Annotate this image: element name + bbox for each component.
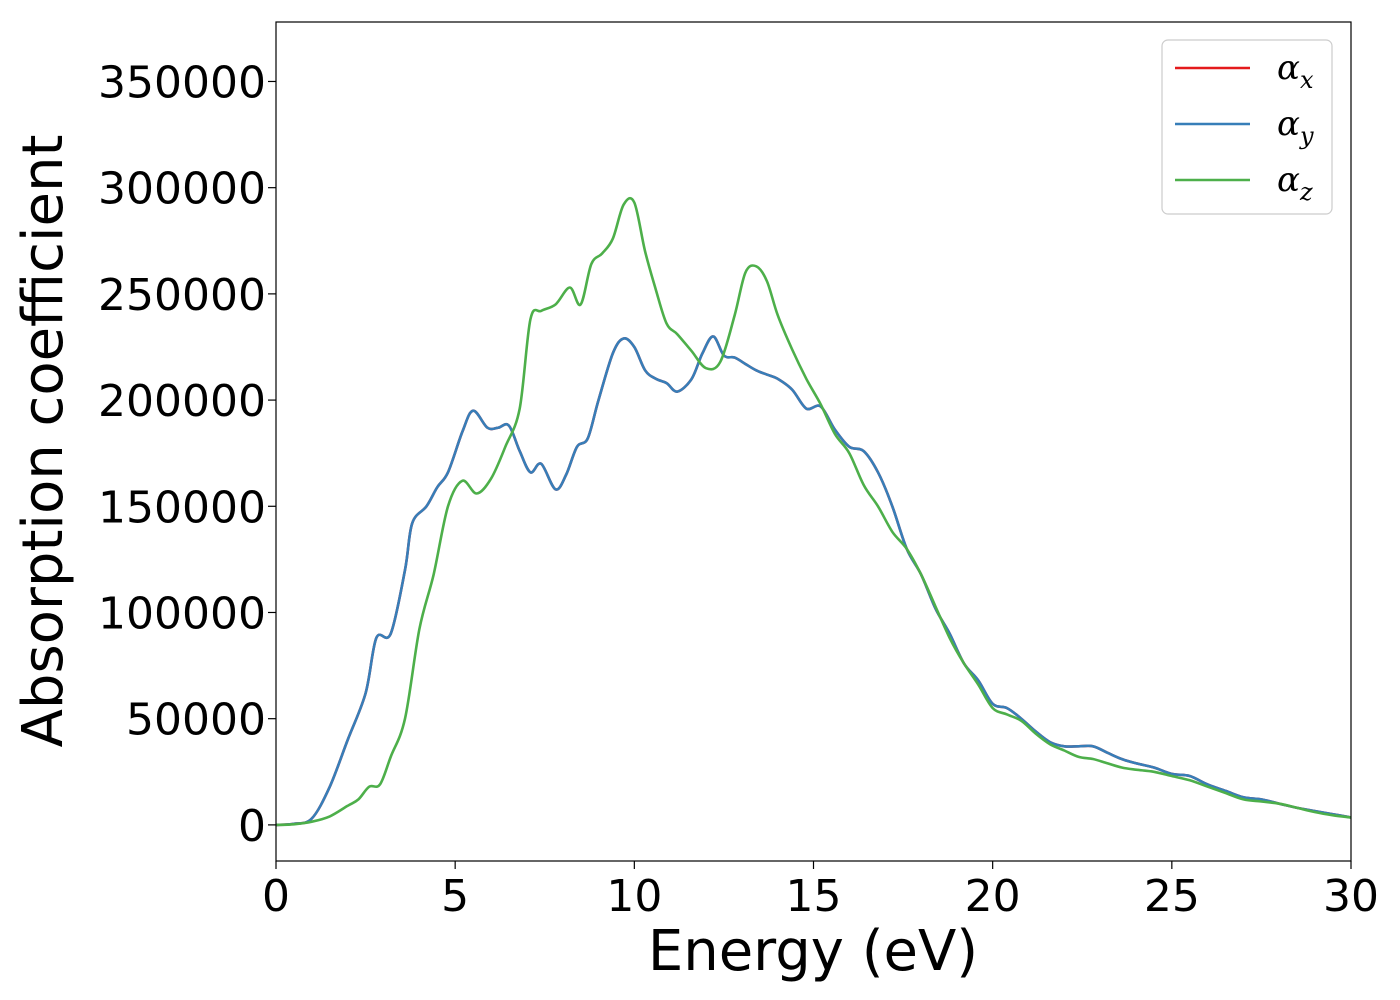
- x-tick-label: 5: [441, 871, 469, 922]
- x-tick-label: 30: [1323, 871, 1379, 922]
- legend-label-y: αy: [1277, 104, 1314, 150]
- y-tick-label: 350000: [98, 57, 266, 108]
- x-tick-label: 25: [1144, 871, 1200, 922]
- x-tick-label: 10: [606, 871, 662, 922]
- y-tick-label: 150000: [98, 482, 266, 533]
- legend-subscript: y: [1299, 122, 1314, 150]
- y-tick-label: 0: [238, 801, 266, 852]
- x-axis-ticks: 0 5 10 15 20 25 30: [262, 861, 1379, 922]
- series-line-z: [275, 196, 1352, 827]
- x-tick-label: 20: [965, 871, 1021, 922]
- x-axis-title: Energy (eV): [648, 919, 978, 984]
- y-tick-label: 200000: [98, 376, 266, 427]
- y-tick-label: 100000: [98, 588, 266, 639]
- legend-subscript: x: [1300, 66, 1314, 94]
- legend-box: [1161, 39, 1333, 215]
- y-tick-label: 250000: [98, 270, 266, 321]
- plot-lines: [275, 196, 1352, 827]
- series-line-x: [275, 335, 1352, 827]
- x-tick-label: 0: [262, 871, 290, 922]
- legend-subscript: z: [1299, 178, 1313, 206]
- y-tick-label: 300000: [98, 164, 266, 215]
- y-tick-label: 50000: [126, 695, 266, 746]
- y-axis-title: Absorption coefficient: [11, 135, 76, 748]
- legend-label-x: αx: [1277, 48, 1314, 94]
- x-tick-label: 15: [786, 871, 842, 922]
- y-axis-ticks: 0 50000 100000 150000 200000 250000 300000 3500…: [98, 57, 276, 852]
- series-line-y: [275, 335, 1352, 827]
